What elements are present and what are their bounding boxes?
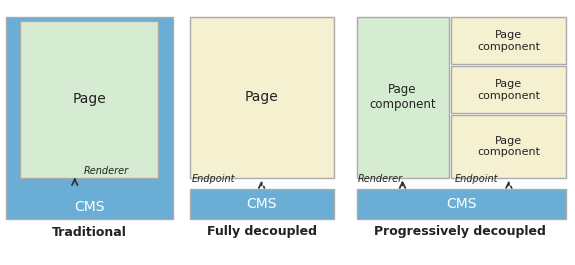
Text: Endpoint: Endpoint — [191, 174, 235, 184]
Text: Page
component: Page component — [477, 136, 540, 157]
Text: Page
component: Page component — [477, 79, 540, 101]
Text: Page: Page — [72, 92, 106, 106]
Text: Page
component: Page component — [369, 83, 436, 111]
Text: CMS: CMS — [246, 197, 277, 211]
FancyBboxPatch shape — [190, 189, 334, 219]
Text: Progressively decoupled: Progressively decoupled — [374, 226, 546, 238]
FancyBboxPatch shape — [20, 21, 158, 178]
FancyBboxPatch shape — [451, 66, 566, 113]
Text: CMS: CMS — [446, 197, 477, 211]
Text: CMS: CMS — [74, 200, 105, 214]
Text: Page: Page — [245, 90, 278, 104]
Text: Traditional: Traditional — [52, 226, 126, 238]
Text: Page
component: Page component — [477, 30, 540, 52]
Text: Renderer: Renderer — [358, 174, 403, 184]
Text: Fully decoupled: Fully decoupled — [206, 226, 317, 238]
FancyBboxPatch shape — [190, 17, 334, 178]
FancyBboxPatch shape — [356, 189, 566, 219]
FancyBboxPatch shape — [451, 115, 566, 178]
FancyBboxPatch shape — [356, 17, 448, 178]
Text: Endpoint: Endpoint — [454, 174, 498, 184]
FancyBboxPatch shape — [451, 17, 566, 64]
FancyBboxPatch shape — [6, 17, 172, 219]
Text: Renderer: Renderer — [83, 166, 128, 176]
